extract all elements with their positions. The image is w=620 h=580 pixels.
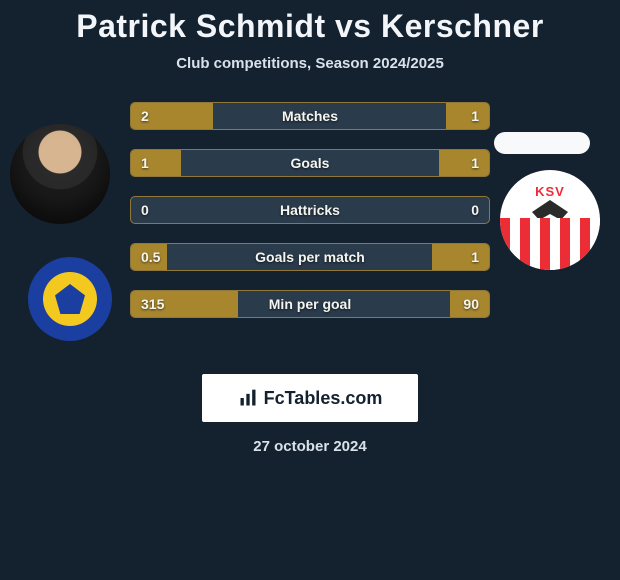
bar-chart-icon — [238, 388, 258, 408]
stat-value-right: 1 — [471, 155, 479, 171]
page-title: Patrick Schmidt vs Kerschner — [0, 0, 620, 45]
branding-text: FcTables.com — [264, 388, 383, 409]
stat-label: Min per goal — [269, 296, 351, 312]
player-left-avatar — [10, 124, 110, 224]
stat-row-matches: 2 Matches 1 — [130, 102, 490, 130]
player-right-avatar — [494, 132, 590, 154]
stat-value-right: 90 — [463, 296, 479, 312]
stat-value-left: 315 — [141, 296, 164, 312]
stat-row-goals-per-match: 0.5 Goals per match 1 — [130, 243, 490, 271]
stat-value-right: 1 — [471, 108, 479, 124]
subtitle: Club competitions, Season 2024/2025 — [0, 55, 620, 72]
player-right-club-crest: KSV — [500, 170, 600, 270]
stat-value-right: 1 — [471, 249, 479, 265]
date-text: 27 october 2024 — [0, 438, 620, 455]
stat-fill-left — [131, 150, 181, 176]
stat-value-left: 2 — [141, 108, 149, 124]
stat-label: Matches — [282, 108, 338, 124]
stat-row-hattricks: 0 Hattricks 0 — [130, 196, 490, 224]
stat-fill-right — [439, 150, 489, 176]
player-left-club-crest — [28, 257, 112, 341]
stat-row-min-per-goal: 315 Min per goal 90 — [130, 290, 490, 318]
stat-bars: 2 Matches 1 1 Goals 1 0 Hattricks 0 0.5 … — [130, 102, 490, 337]
crest-first-vienna-icon — [43, 272, 97, 326]
stat-value-left: 0 — [141, 202, 149, 218]
stat-fill-right — [432, 244, 489, 270]
stat-label: Goals per match — [255, 249, 365, 265]
stat-row-goals: 1 Goals 1 — [130, 149, 490, 177]
branding-badge: FcTables.com — [202, 374, 418, 422]
crest-eagle-icon — [532, 200, 568, 220]
stat-label: Hattricks — [280, 202, 340, 218]
stat-value-left: 0.5 — [141, 249, 160, 265]
comparison-panel: KSV 2 Matches 1 1 Goals 1 0 Hattricks 0 — [0, 102, 620, 362]
crest-ksv-text: KSV — [535, 184, 565, 199]
stat-value-right: 0 — [471, 202, 479, 218]
stat-label: Goals — [291, 155, 330, 171]
stat-value-left: 1 — [141, 155, 149, 171]
stat-fill-right — [446, 103, 489, 129]
